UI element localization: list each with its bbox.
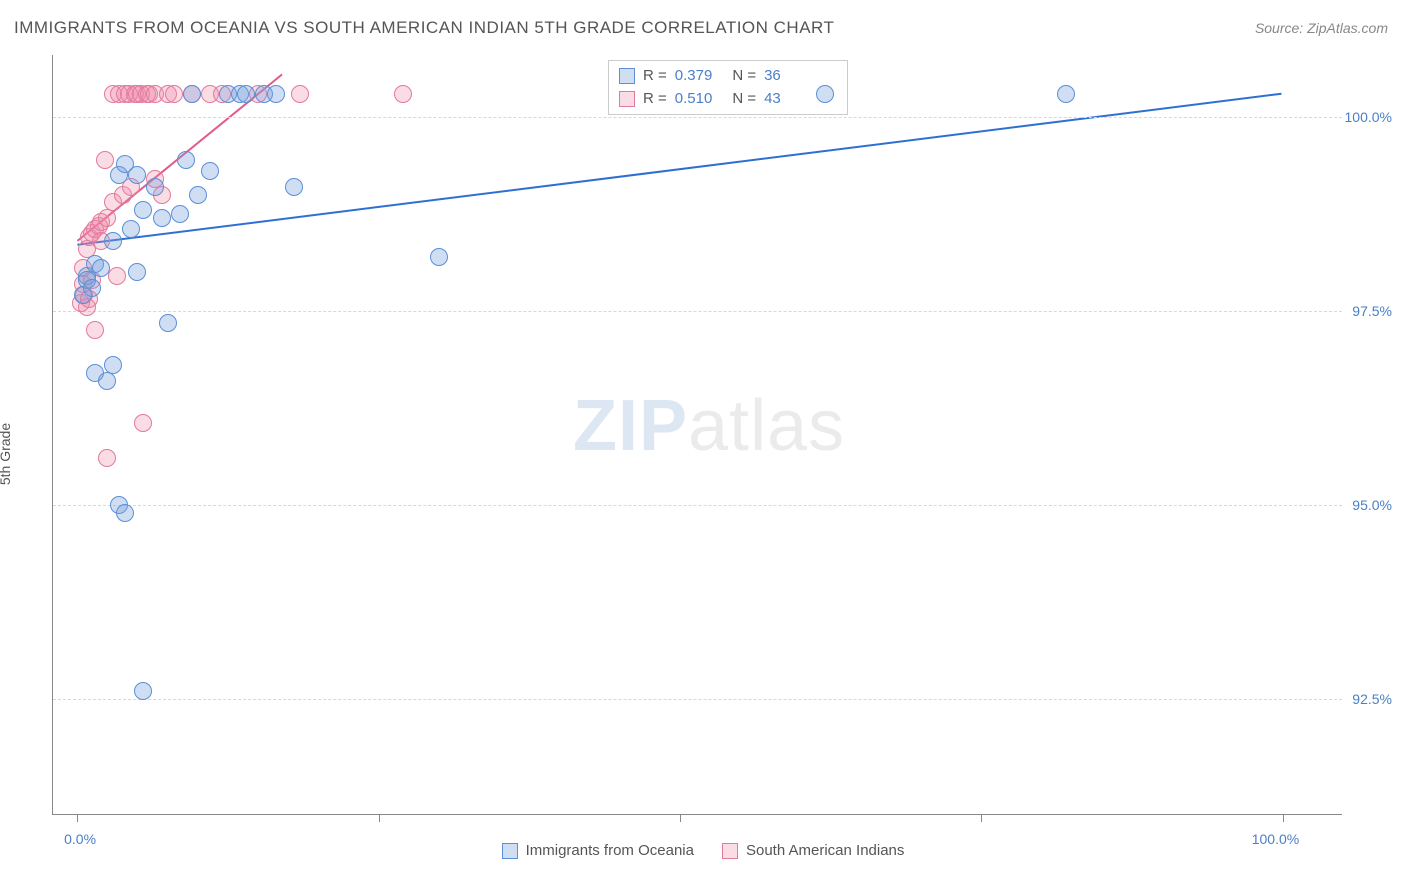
data-point bbox=[108, 267, 126, 285]
data-point bbox=[134, 682, 152, 700]
data-point bbox=[1057, 85, 1075, 103]
data-point bbox=[165, 85, 183, 103]
data-point bbox=[104, 232, 122, 250]
data-point bbox=[83, 279, 101, 297]
x-tick bbox=[1283, 814, 1284, 822]
legend-r-label: R = bbox=[643, 65, 667, 88]
legend-r-value: 0.379 bbox=[675, 65, 713, 88]
x-tick-label-left: 0.0% bbox=[64, 831, 96, 847]
series-legend: Immigrants from Oceania South American In… bbox=[0, 842, 1406, 863]
y-tick-label: 95.0% bbox=[1352, 497, 1392, 513]
plot-area: ZIPatlas R = 0.379 N = 36 R = 0.510 N = 43 bbox=[52, 55, 1342, 815]
data-point bbox=[122, 220, 140, 238]
data-point bbox=[183, 85, 201, 103]
y-tick-label: 97.5% bbox=[1352, 303, 1392, 319]
gridline bbox=[53, 311, 1342, 312]
gridline bbox=[53, 117, 1342, 118]
x-tick bbox=[981, 814, 982, 822]
data-point bbox=[285, 178, 303, 196]
y-tick-label: 100.0% bbox=[1345, 109, 1392, 125]
data-point bbox=[201, 162, 219, 180]
y-tick-label: 92.5% bbox=[1352, 691, 1392, 707]
data-point bbox=[128, 166, 146, 184]
x-tick bbox=[77, 814, 78, 822]
legend-r-label: R = bbox=[643, 88, 667, 111]
data-point bbox=[146, 178, 164, 196]
legend-swatch bbox=[502, 843, 518, 859]
data-point bbox=[98, 209, 116, 227]
watermark: ZIPatlas bbox=[573, 385, 845, 467]
legend-row: R = 0.510 N = 43 bbox=[619, 88, 837, 111]
gridline bbox=[53, 699, 1342, 700]
legend-swatch bbox=[722, 843, 738, 859]
x-tick bbox=[379, 814, 380, 822]
data-point bbox=[128, 263, 146, 281]
data-point bbox=[177, 151, 195, 169]
data-point bbox=[394, 85, 412, 103]
data-point bbox=[96, 151, 114, 169]
data-point bbox=[171, 205, 189, 223]
legend-swatch bbox=[619, 68, 635, 84]
legend-item: South American Indians bbox=[722, 842, 904, 859]
data-point bbox=[98, 372, 116, 390]
x-tick bbox=[680, 814, 681, 822]
watermark-part2: atlas bbox=[688, 386, 845, 466]
legend-n-label: N = bbox=[732, 65, 756, 88]
data-point bbox=[189, 186, 207, 204]
data-point bbox=[98, 449, 116, 467]
data-point bbox=[153, 209, 171, 227]
watermark-part1: ZIP bbox=[573, 386, 688, 466]
legend-row: R = 0.379 N = 36 bbox=[619, 65, 837, 88]
legend-r-value: 0.510 bbox=[675, 88, 713, 111]
data-point bbox=[86, 321, 104, 339]
y-axis-label: 5th Grade bbox=[0, 423, 13, 485]
data-point bbox=[116, 504, 134, 522]
source-attribution: Source: ZipAtlas.com bbox=[1255, 20, 1388, 36]
x-tick-label-right: 100.0% bbox=[1252, 831, 1299, 847]
data-point bbox=[430, 248, 448, 266]
source-name: ZipAtlas.com bbox=[1307, 20, 1388, 36]
legend-n-value: 36 bbox=[764, 65, 781, 88]
chart-title: IMMIGRANTS FROM OCEANIA VS SOUTH AMERICA… bbox=[14, 18, 834, 38]
legend-label: Immigrants from Oceania bbox=[526, 842, 694, 859]
gridline bbox=[53, 505, 1342, 506]
data-point bbox=[816, 85, 834, 103]
data-point bbox=[92, 259, 110, 277]
legend-swatch bbox=[619, 91, 635, 107]
data-point bbox=[267, 85, 285, 103]
data-point bbox=[104, 356, 122, 374]
correlation-legend: R = 0.379 N = 36 R = 0.510 N = 43 bbox=[608, 60, 848, 115]
data-point bbox=[159, 314, 177, 332]
source-prefix: Source: bbox=[1255, 20, 1307, 36]
data-point bbox=[237, 85, 255, 103]
trend-lines-layer bbox=[53, 55, 1342, 814]
data-point bbox=[291, 85, 309, 103]
legend-n-label: N = bbox=[732, 88, 756, 111]
data-point bbox=[134, 414, 152, 432]
legend-label: South American Indians bbox=[746, 842, 904, 859]
data-point bbox=[134, 201, 152, 219]
legend-item: Immigrants from Oceania bbox=[502, 842, 694, 859]
legend-n-value: 43 bbox=[764, 88, 781, 111]
